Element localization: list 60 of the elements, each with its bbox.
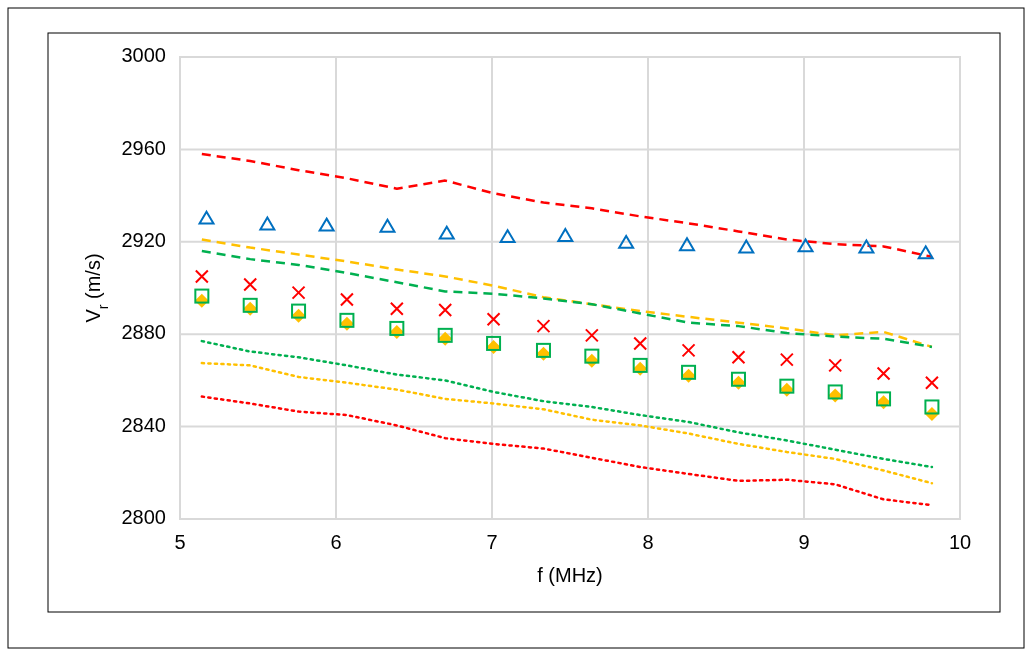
point: [194, 269, 209, 284]
point: [632, 357, 648, 373]
y-tick-label: 2840: [121, 413, 166, 436]
x-tick-label: 5: [174, 531, 186, 553]
line-series: [200, 361, 934, 485]
point: [827, 384, 843, 400]
point: [681, 364, 697, 380]
x-tick-label: 6: [330, 531, 342, 553]
point: [198, 210, 215, 225]
point: [731, 350, 746, 365]
x-tick-label: 7: [486, 531, 498, 553]
point: [633, 336, 648, 351]
point: [876, 391, 892, 407]
point: [738, 239, 755, 254]
point: [779, 352, 794, 367]
x-tick-label: 8: [642, 531, 654, 553]
y-tick-label: 2800: [121, 506, 166, 529]
x-tick-label: 9: [798, 531, 810, 553]
point: [259, 216, 276, 231]
point: [438, 302, 453, 317]
point: [797, 238, 814, 253]
y-tick-label: 3000: [121, 44, 166, 67]
line-series: [200, 339, 934, 469]
point: [876, 366, 891, 381]
point: [242, 297, 258, 313]
point: [499, 229, 516, 244]
point: [486, 335, 502, 351]
point: [618, 234, 635, 249]
point: [291, 285, 306, 300]
point: [584, 328, 599, 343]
point: [486, 312, 501, 327]
point: [557, 228, 574, 242]
point: [917, 245, 934, 260]
point: [291, 303, 307, 319]
point: [318, 217, 335, 232]
point: [681, 343, 696, 358]
point: [828, 358, 843, 373]
point: [679, 237, 695, 252]
point: [243, 277, 258, 292]
x-axis-title: f (MHz): [537, 564, 603, 586]
point: [194, 288, 210, 304]
point: [536, 319, 551, 334]
point: [438, 225, 455, 240]
point: [437, 327, 453, 343]
point: [389, 320, 405, 336]
point: [730, 371, 746, 387]
point: [535, 342, 551, 358]
point: [924, 399, 940, 415]
x-tick-label: 10: [948, 531, 972, 553]
point: [379, 218, 396, 233]
point: [858, 239, 875, 254]
point: [924, 375, 939, 390]
point: [339, 292, 354, 307]
y-tick-label: 2880: [121, 321, 166, 344]
point: [779, 378, 795, 394]
point: [389, 301, 404, 316]
point: [339, 312, 355, 328]
y-tick-label: 2920: [121, 229, 166, 252]
y-tick-label: 2960: [121, 136, 166, 159]
point: [584, 348, 600, 364]
